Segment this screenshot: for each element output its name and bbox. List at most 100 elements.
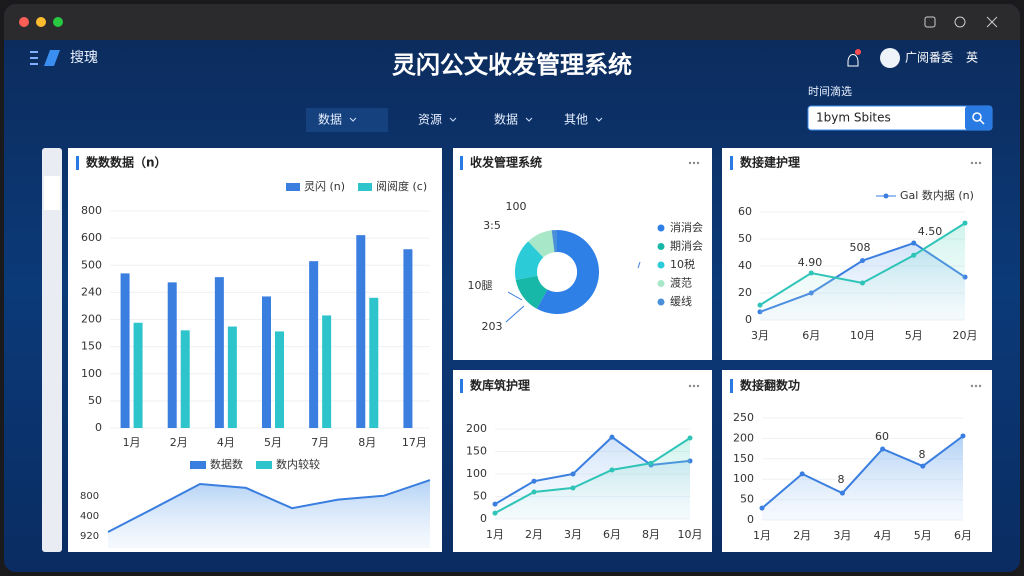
nav-item[interactable]: 资源 bbox=[418, 113, 442, 127]
data-label: 203 bbox=[482, 320, 503, 333]
legend-label: Gal 数内据 (n) bbox=[900, 188, 974, 202]
line bbox=[494, 437, 691, 514]
more-icon[interactable] bbox=[692, 384, 696, 388]
titlebar-fill bbox=[4, 28, 1020, 40]
point bbox=[880, 446, 886, 452]
x-tick-label: 1月 bbox=[486, 528, 504, 541]
legend-label: 渡范 bbox=[670, 276, 692, 290]
point bbox=[609, 434, 615, 440]
y-tick-label: 500 bbox=[81, 258, 102, 271]
bar bbox=[309, 261, 319, 428]
nav-item[interactable]: 其他 bbox=[564, 113, 588, 127]
x-tick-label: 10月 bbox=[678, 528, 703, 541]
language[interactable]: 英 bbox=[966, 51, 978, 65]
line bbox=[761, 435, 964, 509]
title-marker bbox=[730, 379, 733, 393]
area bbox=[108, 480, 430, 548]
area bbox=[495, 438, 690, 519]
point bbox=[648, 460, 654, 466]
panel-title: 数库筑护理 bbox=[470, 378, 530, 393]
zoom-button[interactable] bbox=[53, 17, 63, 27]
filter-value[interactable]: 1bym Sbites bbox=[816, 111, 891, 125]
legend-swatch bbox=[190, 461, 206, 469]
y-tick-label: 150 bbox=[466, 445, 487, 458]
title-marker bbox=[460, 379, 463, 393]
more-icon[interactable] bbox=[970, 384, 974, 388]
more-icon[interactable] bbox=[974, 161, 978, 165]
sidebar-item[interactable] bbox=[44, 176, 60, 210]
bell-icon[interactable] bbox=[847, 54, 859, 67]
window-icon[interactable] bbox=[924, 16, 936, 28]
y-tick-label: 0 bbox=[480, 512, 487, 525]
legend-dot bbox=[657, 298, 665, 306]
bar bbox=[262, 296, 271, 428]
bar bbox=[120, 273, 130, 428]
more-icon[interactable] bbox=[696, 161, 700, 165]
point bbox=[960, 433, 966, 439]
search-icon bbox=[979, 119, 985, 125]
x-tick-label: 2月 bbox=[525, 528, 543, 541]
bar bbox=[356, 235, 366, 428]
y-tick-label: 200 bbox=[466, 422, 487, 435]
window-icon[interactable] bbox=[954, 16, 966, 28]
more-icon[interactable] bbox=[974, 384, 978, 388]
x-tick-label: 1月 bbox=[753, 529, 771, 542]
more-icon[interactable] bbox=[688, 161, 692, 165]
y-tick-label: 0 bbox=[95, 421, 102, 434]
bar bbox=[214, 277, 224, 428]
point bbox=[911, 240, 917, 246]
point bbox=[492, 501, 498, 507]
more-icon[interactable] bbox=[692, 161, 696, 165]
more-icon[interactable] bbox=[688, 384, 692, 388]
nav-active bbox=[306, 108, 388, 132]
badge bbox=[855, 49, 861, 55]
x-tick-label: 8月 bbox=[358, 436, 376, 449]
y-tick-label: 60 bbox=[738, 205, 752, 218]
data-label: 3:5 bbox=[483, 219, 501, 232]
legend-dot bbox=[657, 261, 665, 269]
title-marker bbox=[76, 156, 79, 170]
title-marker bbox=[730, 156, 733, 170]
x-tick-label: 10月 bbox=[850, 329, 875, 342]
avatar[interactable] bbox=[880, 48, 900, 68]
legend-swatch bbox=[286, 183, 300, 191]
chevron bbox=[349, 117, 357, 122]
legend-label: 期消会 bbox=[670, 239, 703, 253]
leader-line bbox=[505, 261, 641, 323]
sidebar bbox=[42, 148, 62, 552]
more-icon[interactable] bbox=[978, 384, 982, 388]
search-button[interactable] bbox=[965, 106, 992, 130]
bar bbox=[133, 322, 143, 428]
annotation: 60 bbox=[875, 430, 889, 443]
bar bbox=[369, 297, 379, 428]
app-title: 灵闪公文收发管理系统 bbox=[392, 51, 632, 79]
x-tick-label: 5月 bbox=[264, 436, 282, 449]
annotation: 8 bbox=[838, 473, 845, 486]
y-label: 920 bbox=[80, 531, 99, 542]
point bbox=[570, 485, 576, 491]
x-tick-label: 2月 bbox=[170, 436, 188, 449]
nav-item[interactable]: 数据 bbox=[494, 112, 518, 127]
legend-swatch bbox=[358, 183, 372, 191]
menu-icon[interactable] bbox=[30, 51, 38, 65]
data-label: 10腿 bbox=[468, 279, 493, 292]
x-tick-label: 17月 bbox=[402, 436, 427, 449]
bar bbox=[180, 330, 190, 428]
donut-segment bbox=[536, 229, 600, 314]
more-icon[interactable] bbox=[978, 161, 982, 165]
x-tick-label: 4月 bbox=[217, 436, 235, 449]
user-name[interactable]: 广阅番委 bbox=[905, 51, 953, 65]
y-tick-label: 0 bbox=[745, 313, 752, 326]
nav-item[interactable]: 数据 bbox=[318, 112, 342, 127]
window-close[interactable] bbox=[986, 16, 998, 28]
area bbox=[760, 223, 965, 320]
x-tick-label: 1月 bbox=[123, 436, 141, 449]
y-tick-label: 0 bbox=[747, 513, 754, 526]
close-button[interactable] bbox=[19, 17, 29, 27]
point bbox=[531, 489, 537, 495]
minimize-button[interactable] bbox=[36, 17, 46, 27]
more-icon[interactable] bbox=[696, 384, 700, 388]
more-icon[interactable] bbox=[970, 161, 974, 165]
y-tick-label: 50 bbox=[738, 232, 752, 245]
